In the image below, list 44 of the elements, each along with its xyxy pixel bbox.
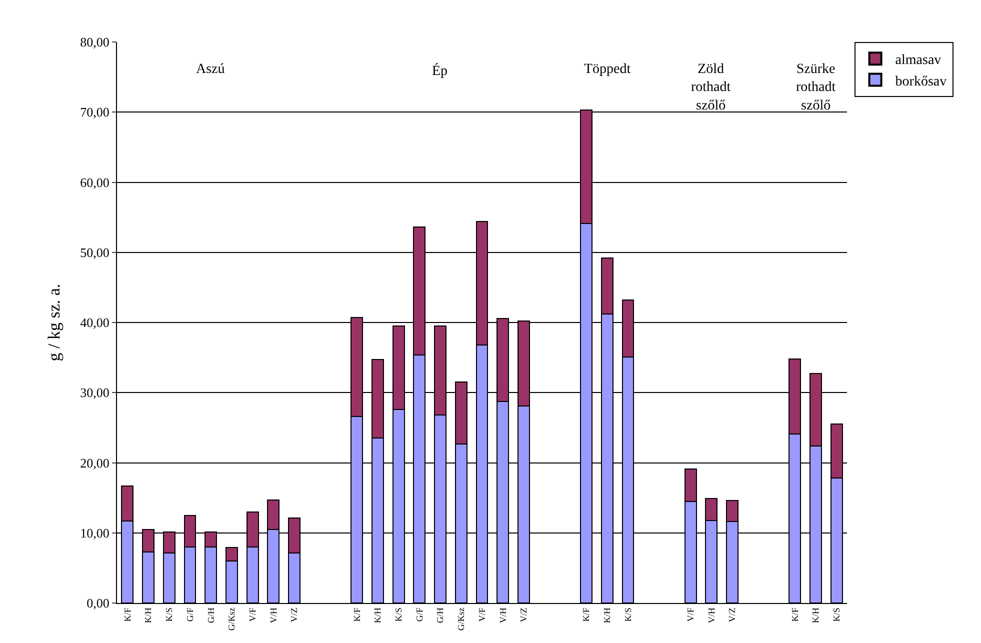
x-tick-label: K/F bbox=[581, 608, 592, 622]
x-tick-label: V/F bbox=[247, 608, 258, 622]
legend-label: almasav bbox=[895, 53, 942, 68]
y-tick-label: 60,00 bbox=[80, 174, 110, 190]
x-tick-label: V/F bbox=[685, 608, 696, 622]
x-tick-label: V/Z bbox=[727, 608, 738, 622]
x-tick-label: V/Z bbox=[518, 608, 529, 622]
x-tick-label: G/F bbox=[184, 608, 195, 622]
annotation: Aszú bbox=[196, 62, 225, 77]
x-tick-label: V/H bbox=[268, 607, 278, 624]
x-tick-label: V/F bbox=[476, 608, 487, 622]
y-tick-label: 10,00 bbox=[80, 525, 110, 540]
x-tick-label: V/H bbox=[498, 607, 508, 624]
y-tick-label: 30,00 bbox=[80, 385, 110, 400]
x-tick-label: K/H bbox=[143, 607, 154, 624]
y-tick-label: 20,00 bbox=[80, 455, 110, 470]
x-tick-label: V/Z bbox=[289, 608, 300, 622]
x-tick-label: G/H bbox=[435, 607, 446, 624]
x-tick-label: K/F bbox=[352, 608, 362, 622]
annotation: Szürke rothadt szőlő bbox=[796, 62, 836, 114]
x-tick-label: K/S bbox=[393, 608, 404, 622]
annotation: Töppedt bbox=[584, 62, 631, 77]
x-tick-label: K/F bbox=[122, 608, 132, 622]
x-tick-label: K/F bbox=[790, 608, 800, 622]
x-tick-label: G/Ksz bbox=[456, 608, 466, 631]
y-tick-label: 80,00 bbox=[80, 34, 110, 50]
x-tick-label: K/S bbox=[831, 608, 842, 622]
x-tick-label: G/Ksz bbox=[226, 608, 237, 631]
y-tick-label: 40,00 bbox=[80, 315, 110, 330]
legend-label: borkősav bbox=[895, 74, 947, 90]
x-tick-label: K/H bbox=[372, 607, 383, 624]
x-tick-label: K/H bbox=[602, 607, 612, 624]
y-tick-label: 70,00 bbox=[80, 104, 110, 120]
y-axis-title: g / kg sz. a. bbox=[44, 284, 64, 362]
annotation: Ép bbox=[432, 62, 448, 79]
x-tick-label: V/H bbox=[706, 607, 716, 624]
y-tick-label: 50,00 bbox=[80, 244, 110, 260]
annotation: Zöld rothadt szőlő bbox=[691, 62, 731, 114]
x-tick-label: G/H bbox=[206, 607, 216, 624]
y-tick-label: 0,00 bbox=[86, 596, 110, 611]
x-tick-label: G/F bbox=[414, 608, 424, 622]
x-tick-label: K/H bbox=[810, 607, 821, 624]
x-tick-label: K/S bbox=[164, 608, 174, 622]
x-tick-label: K/S bbox=[622, 608, 633, 622]
